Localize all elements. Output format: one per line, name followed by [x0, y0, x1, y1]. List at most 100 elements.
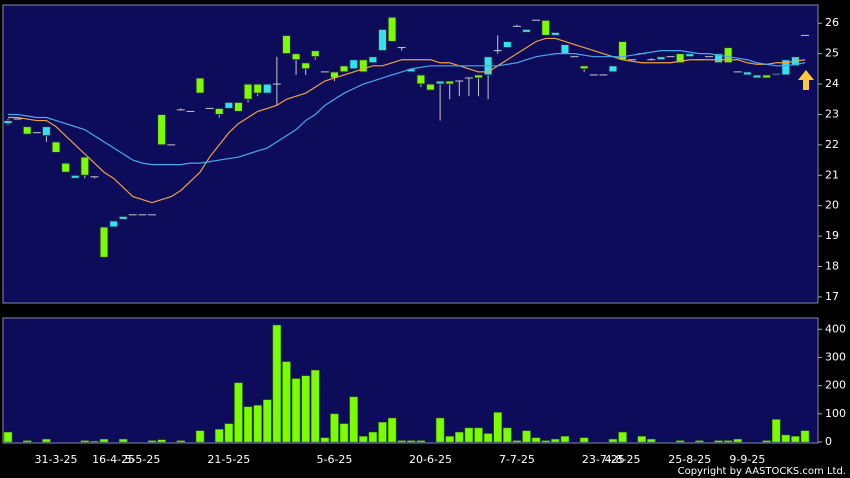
volume-bar [22, 440, 32, 443]
price-panel [2, 4, 819, 304]
volume-bar [311, 369, 320, 443]
x-tick-label: 25-8-25 [668, 453, 711, 466]
candle-body [118, 215, 128, 220]
volume-bar [503, 427, 512, 443]
volume-bar [359, 436, 368, 443]
volume-bar [368, 431, 378, 443]
volume-bar [147, 440, 157, 443]
candle-body [41, 126, 51, 137]
candle-body [377, 28, 387, 52]
candle-body [560, 44, 570, 55]
volume-bar [397, 440, 406, 443]
candle-body [502, 40, 512, 49]
arrow-icon [798, 70, 814, 90]
candle-body [109, 220, 119, 228]
volume-bar [3, 431, 13, 443]
volume-bar [282, 361, 291, 443]
volume-bar [714, 440, 723, 443]
y-tick-label: 23 [825, 107, 839, 120]
x-tick-label: 9-9-25 [729, 453, 765, 466]
candle-body [550, 31, 560, 36]
y-tick-label: 0 [825, 435, 832, 448]
x-tick-label: 4-8-25 [605, 453, 641, 466]
volume-bar [560, 436, 570, 443]
candle-body [387, 16, 397, 42]
candle-body [291, 53, 301, 61]
volume-bar [551, 438, 560, 443]
volume-bar [243, 406, 253, 443]
candle-body [51, 141, 61, 153]
candle-body [752, 74, 762, 79]
y-tick-label: 24 [825, 77, 839, 90]
volume-bar [675, 440, 685, 443]
y-tick-label: 400 [825, 322, 846, 335]
candle-body [70, 174, 80, 179]
candle-body [608, 65, 618, 73]
volume-bar [339, 423, 349, 443]
volume-bar [272, 324, 282, 443]
ma-line [8, 37, 806, 204]
candle-body [80, 156, 90, 176]
candle-body [157, 113, 167, 146]
volume-bar [579, 437, 589, 443]
candle-body [656, 56, 666, 61]
candle-body [233, 101, 243, 112]
candle-body [349, 59, 359, 70]
candle-body [416, 74, 426, 85]
volume-bar [618, 431, 627, 443]
ma-line [8, 50, 806, 166]
candle-body [541, 19, 551, 36]
candle-body [723, 47, 733, 64]
y-tick-label: 17 [825, 290, 839, 303]
volume-bar [263, 399, 272, 443]
volume-bar [118, 438, 128, 443]
candle-body [301, 62, 311, 70]
y-tick-label: 20 [825, 199, 839, 212]
volume-bar [445, 436, 454, 443]
candle-body [445, 80, 455, 85]
x-tick-label: 5-6-25 [317, 453, 353, 466]
candle-body [214, 107, 224, 115]
candle-body [253, 83, 263, 94]
volume-bar [608, 438, 618, 443]
y-tick-label: 26 [825, 16, 839, 29]
y-tick-label: 19 [825, 229, 839, 242]
y-tick-label: 200 [825, 379, 846, 392]
y-tick-label: 100 [825, 407, 846, 420]
candle-body [310, 50, 320, 58]
y-tick-label: 21 [825, 168, 839, 181]
y-tick-label: 22 [825, 138, 839, 151]
y-tick-label: 25 [825, 47, 839, 60]
volume-bar [378, 422, 387, 443]
candle-body [99, 226, 109, 258]
volume-bar [330, 413, 339, 443]
volume-bar [647, 438, 656, 443]
volume-bar [320, 437, 330, 443]
volume-bar [723, 440, 733, 443]
candle-body [522, 28, 532, 33]
volume-bar [771, 419, 781, 443]
candle-body [685, 53, 695, 58]
volume-bar [253, 405, 262, 443]
x-tick-label: 16-4-25 [92, 453, 135, 466]
volume-bar [474, 427, 483, 443]
x-tick-label: 31-3-25 [35, 453, 78, 466]
y-tick-label: 18 [825, 260, 839, 273]
candle-body [61, 162, 71, 173]
candle-body [714, 53, 724, 64]
y-tick-label: 300 [825, 350, 846, 363]
x-tick-label: 20-6-25 [409, 453, 452, 466]
candle-body [22, 126, 32, 135]
volume-bar [234, 382, 243, 443]
candle-body [762, 74, 772, 79]
volume-bar [512, 440, 522, 443]
candle-body [262, 83, 272, 94]
volume-bar [416, 440, 426, 443]
volume-bar [224, 423, 234, 443]
x-tick-label: 23-7-25 [582, 453, 625, 466]
x-tick-label: 21-5-25 [207, 453, 250, 466]
volume-panel [2, 317, 819, 444]
candle-body [3, 120, 13, 125]
x-tick-label: 5-5-25 [124, 453, 160, 466]
candle-body [771, 72, 781, 76]
